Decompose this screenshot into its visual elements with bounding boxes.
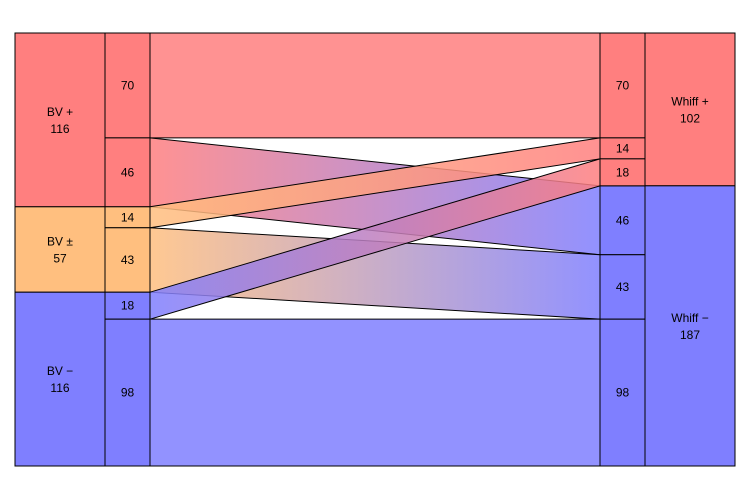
left-node-plus xyxy=(14,32,106,208)
left-node-minus xyxy=(14,291,106,467)
nodes-layer xyxy=(14,32,736,467)
flow-minus-to-minus xyxy=(149,318,601,467)
left-node-neutral xyxy=(14,206,106,293)
right-segment-plus-to-minus xyxy=(599,185,646,256)
flow-plus-to-plus xyxy=(149,32,601,139)
flows-layer xyxy=(149,32,601,467)
right-segment-value-neutral-to-plus: 14 xyxy=(616,141,630,155)
left-segment-plus-to-plus xyxy=(104,32,151,139)
right-node-name-plus: Whiff + xyxy=(671,94,708,108)
right-node-minus xyxy=(644,185,736,467)
left-node-name-plus: BV + xyxy=(47,105,73,119)
left-segment-value-neutral-to-plus: 14 xyxy=(121,210,135,224)
left-segment-value-plus-to-minus: 46 xyxy=(121,165,135,179)
left-segment-value-plus-to-plus: 70 xyxy=(121,78,135,92)
right-node-total-minus: 187 xyxy=(680,328,700,342)
left-node-name-neutral: BV ± xyxy=(47,235,73,249)
left-segment-value-minus-to-minus: 98 xyxy=(121,386,135,400)
left-node-total-minus: 116 xyxy=(50,381,69,395)
left-segment-value-neutral-to-minus: 43 xyxy=(121,253,135,267)
left-node-total-neutral: 57 xyxy=(53,252,67,266)
right-segment-plus-to-plus xyxy=(599,32,646,139)
right-node-name-minus: Whiff − xyxy=(671,311,708,325)
right-segment-value-minus-to-minus: 98 xyxy=(616,386,630,400)
right-segment-minus-to-minus xyxy=(599,318,646,467)
left-segment-value-minus-to-plus: 18 xyxy=(121,299,135,313)
right-segment-value-plus-to-minus: 46 xyxy=(616,213,630,227)
right-segment-neutral-to-minus xyxy=(599,254,646,320)
left-node-name-minus: BV − xyxy=(47,364,73,378)
left-node-total-plus: 116 xyxy=(50,122,69,136)
left-segment-neutral-to-minus xyxy=(104,227,151,293)
right-segment-minus-to-plus xyxy=(599,158,646,187)
left-segment-minus-to-minus xyxy=(104,318,151,467)
right-node-total-plus: 102 xyxy=(680,111,700,125)
labels-layer: 70 70 46 46 14 14 43 43 18 18 98 98 BV + 116 BV ± 57 BV … xyxy=(47,78,709,399)
right-segment-value-plus-to-plus: 70 xyxy=(616,78,630,92)
right-node-plus xyxy=(644,32,736,187)
right-segment-value-minus-to-plus: 18 xyxy=(616,165,630,179)
right-segment-value-neutral-to-minus: 43 xyxy=(616,280,630,294)
